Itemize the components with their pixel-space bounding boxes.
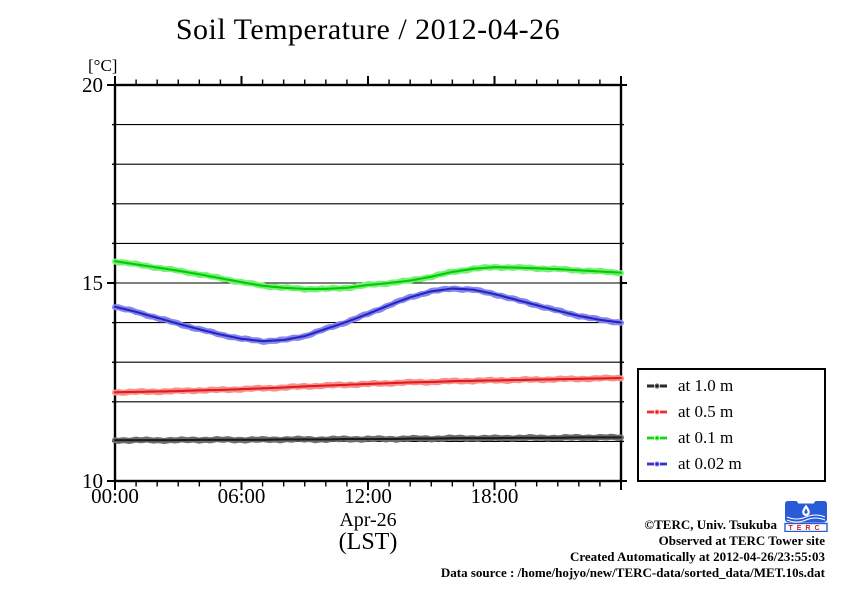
legend-item-label: at 0.5 m bbox=[678, 402, 734, 421]
terc-logo-text: TERC bbox=[788, 525, 823, 532]
legend-line-sample-icon bbox=[647, 383, 667, 389]
legend-item-label: at 1.0 m bbox=[678, 376, 734, 395]
x-tick-label: 06:00 bbox=[218, 484, 266, 508]
footer-source: Data source : /home/hojyo/new/TERC-data/… bbox=[440, 565, 825, 580]
y-tick-label: 15 bbox=[82, 271, 103, 295]
legend-item: at 0.5 m bbox=[646, 399, 824, 425]
footer-created: Created Automatically at 2012-04-26/23:5… bbox=[569, 549, 825, 564]
terc-logo-icon: TERC bbox=[784, 501, 828, 532]
x-tick-label: 00:00 bbox=[91, 484, 139, 508]
x-tick-label: 12:00 bbox=[344, 484, 392, 508]
legend-sample-point-core bbox=[655, 410, 659, 414]
y-tick-label: 20 bbox=[82, 73, 103, 97]
series-line-at-0.5-m bbox=[113, 376, 623, 394]
legend-line-sample-icon bbox=[647, 409, 667, 415]
x-axis-timezone-label: (LST) bbox=[338, 529, 398, 555]
series-halo-at-0.02-m bbox=[112, 285, 624, 345]
legend-item-label: at 0.02 m bbox=[678, 454, 742, 473]
footer-observed: Observed at TERC Tower site bbox=[658, 533, 825, 548]
footer-annotations: ©TERC, Univ. Tsukuba Observed at TERC To… bbox=[441, 517, 825, 581]
legend: at 1.0 m at 0.5 m at 0.1 m at 0.02 m bbox=[637, 368, 826, 482]
series-line-at-1.0-m bbox=[113, 436, 623, 442]
legend-sample-point-core bbox=[655, 436, 659, 440]
y-axis-unit-label: [°C] bbox=[88, 56, 118, 75]
legend-sample-point-core bbox=[655, 462, 659, 466]
legend-sample-point-core bbox=[655, 384, 659, 388]
y-tick-label: 10 bbox=[82, 469, 103, 493]
legend-line-sample-icon bbox=[647, 435, 667, 441]
legend-item: at 0.02 m bbox=[646, 451, 824, 477]
x-tick-label: 18:00 bbox=[471, 484, 519, 508]
series-line-at-0.02-m bbox=[113, 287, 623, 343]
chart-title: Soil Temperature / 2012-04-26 bbox=[175, 13, 561, 46]
legend-item: at 0.1 m bbox=[646, 425, 824, 451]
series-line-at-0.1-m bbox=[113, 260, 623, 290]
legend-line-sample-icon bbox=[647, 461, 667, 467]
legend-item: at 1.0 m bbox=[646, 373, 824, 399]
footer-credit: ©TERC, Univ. Tsukuba bbox=[644, 517, 777, 532]
x-axis-date-label: Apr-26 bbox=[339, 509, 397, 531]
legend-item-label: at 0.1 m bbox=[678, 428, 734, 447]
